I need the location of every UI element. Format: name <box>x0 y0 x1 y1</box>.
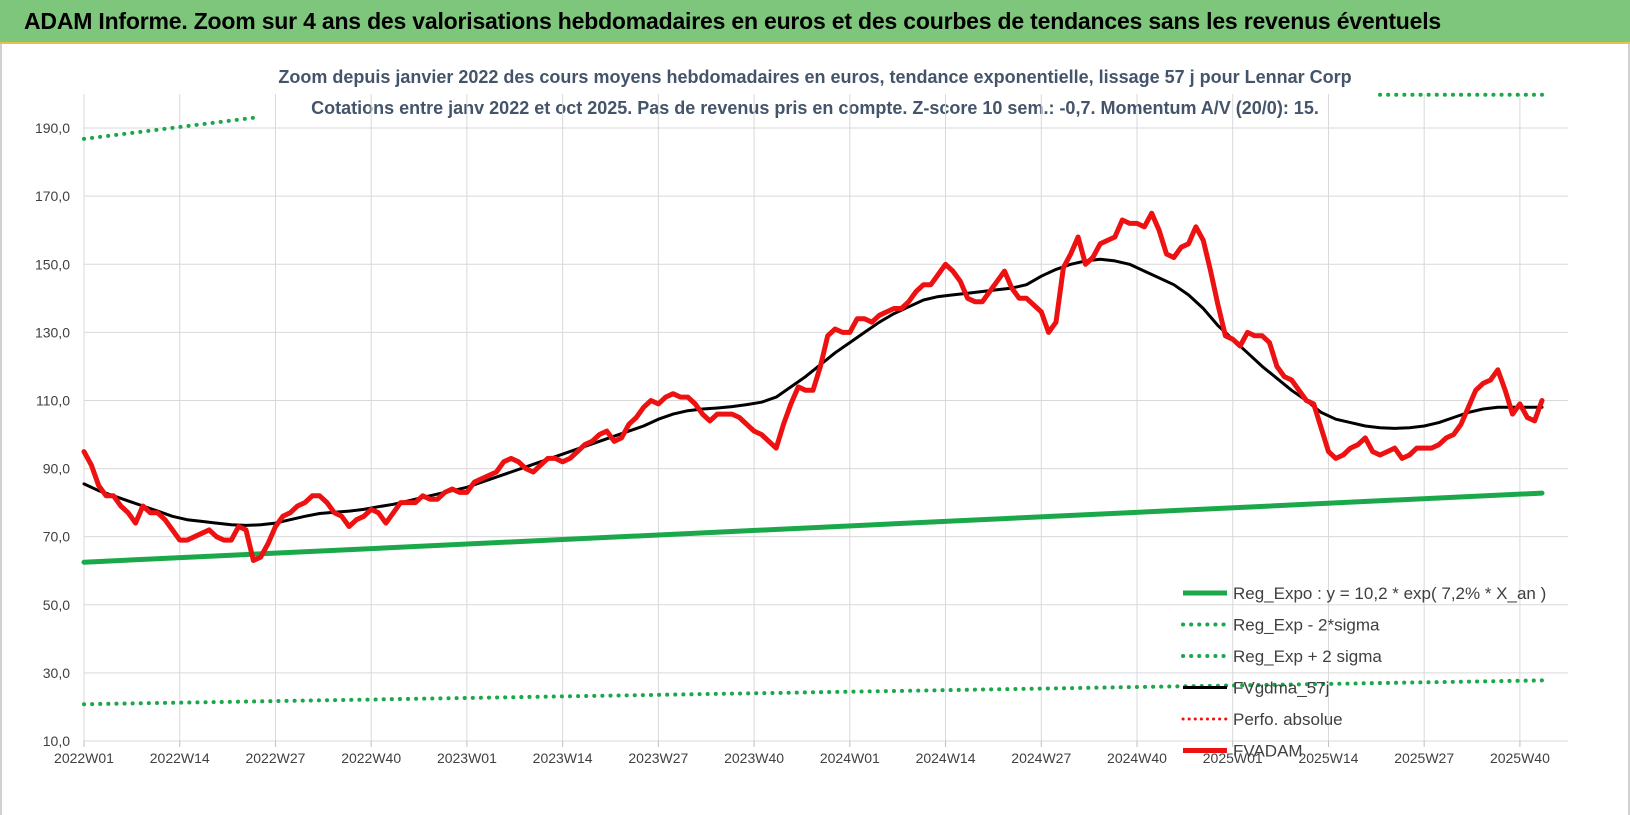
x-tick-label: 2022W14 <box>150 750 210 766</box>
x-tick-label: 2023W40 <box>724 750 784 766</box>
x-tick-label: 2025W27 <box>1394 750 1454 766</box>
x-tick-label: 2022W40 <box>341 750 401 766</box>
legend-label: FVgdma_57j <box>1233 679 1329 698</box>
x-tick-label: 2025W01 <box>1203 750 1263 766</box>
x-tick-label: 2023W27 <box>628 750 688 766</box>
chart-frame <box>0 44 1630 815</box>
x-tick-label: 2022W01 <box>54 750 114 766</box>
header-banner: ADAM Informe. Zoom sur 4 ans des valoris… <box>0 0 1630 44</box>
x-tick-label: 2024W14 <box>916 750 976 766</box>
gridlines <box>83 94 1568 747</box>
y-tick-label: 30,0 <box>43 665 70 681</box>
chart-subtitle: Cotations entre janv 2022 et oct 2025. P… <box>311 98 1319 118</box>
y-tick-label: 150,0 <box>35 256 70 272</box>
legend-label: Reg_Expo : y = 10,2 * exp( 7,2% * X_an ) <box>1233 584 1546 603</box>
legend-label: Reg_Exp + 2 sigma <box>1233 647 1382 666</box>
series-line-5 <box>81 210 1545 563</box>
y-tick-label: 10,0 <box>43 733 70 749</box>
series-layer <box>81 92 1545 707</box>
x-tick-label: 2024W40 <box>1107 750 1167 766</box>
x-tick-label: 2023W14 <box>533 750 593 766</box>
x-tick-label: 2023W01 <box>437 750 497 766</box>
x-tick-label: 2022W27 <box>245 750 305 766</box>
y-axis-ticks: 10,0 30,0 50,0 70,0 90,0 110,0 130,0 150,0 170,0… <box>35 120 70 749</box>
x-tick-label: 2024W27 <box>1011 750 1071 766</box>
x-tick-label: 2025W40 <box>1490 750 1550 766</box>
series-line-1 <box>82 678 1544 707</box>
y-tick-label: 130,0 <box>35 324 70 340</box>
legend-label: FVADAM <box>1233 742 1303 761</box>
x-tick-label: 2025W14 <box>1298 750 1358 766</box>
legend-label: Reg_Exp - 2*sigma <box>1233 616 1380 635</box>
y-tick-label: 90,0 <box>43 461 70 477</box>
legend: Reg_Expo : y = 10,2 * exp( 7,2% * X_an )… <box>1181 584 1546 761</box>
y-tick-label: 170,0 <box>35 188 70 204</box>
x-axis-ticks: 2022W01 2022W14 2022W27 2022W40 2023W01 2023W… <box>54 750 1550 766</box>
legend-label: Perfo. absolue <box>1233 710 1343 729</box>
series-line-3 <box>82 257 1544 527</box>
banner-title: ADAM Informe. Zoom sur 4 ans des valoris… <box>24 8 1442 34</box>
x-tick-label: 2024W01 <box>820 750 880 766</box>
y-tick-label: 110,0 <box>36 392 70 408</box>
line-chart: Zoom depuis janvier 2022 des cours moyen… <box>35 67 1568 766</box>
chart-title: Zoom depuis janvier 2022 des cours moyen… <box>278 67 1351 87</box>
y-tick-label: 190,0 <box>35 120 70 136</box>
y-tick-label: 70,0 <box>43 529 70 545</box>
y-tick-label: 50,0 <box>43 597 70 613</box>
series-line-0 <box>81 490 1545 565</box>
